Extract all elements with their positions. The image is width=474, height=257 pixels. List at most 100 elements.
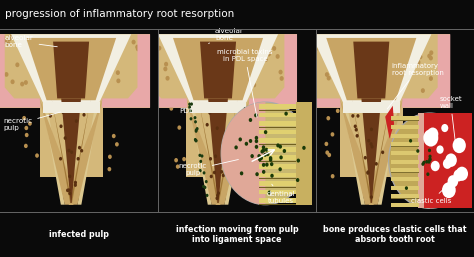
Circle shape (416, 148, 420, 152)
Polygon shape (61, 98, 81, 203)
Circle shape (174, 158, 178, 162)
Circle shape (336, 109, 340, 113)
Bar (259, 181, 296, 186)
Text: PDL: PDL (180, 108, 193, 114)
Circle shape (191, 60, 195, 65)
Polygon shape (224, 102, 246, 205)
Circle shape (386, 45, 390, 49)
Circle shape (232, 178, 235, 181)
Circle shape (325, 142, 328, 146)
Circle shape (371, 145, 374, 149)
Circle shape (240, 127, 243, 130)
Circle shape (199, 154, 201, 157)
Circle shape (228, 139, 231, 143)
Circle shape (10, 79, 15, 84)
Circle shape (229, 140, 232, 143)
Bar (418, 113, 424, 208)
Circle shape (389, 75, 393, 80)
Circle shape (35, 53, 39, 58)
Circle shape (59, 74, 64, 79)
Circle shape (208, 111, 211, 115)
Circle shape (302, 146, 306, 150)
Polygon shape (208, 98, 228, 203)
Circle shape (41, 61, 46, 66)
Polygon shape (200, 42, 236, 98)
Bar (391, 116, 419, 121)
Circle shape (248, 73, 253, 78)
Polygon shape (353, 42, 389, 98)
Bar (391, 186, 419, 190)
Wedge shape (221, 102, 265, 205)
Bar (259, 138, 296, 143)
Circle shape (28, 121, 32, 126)
Text: infected pulp: infected pulp (49, 230, 109, 239)
Polygon shape (26, 38, 116, 100)
Circle shape (258, 156, 262, 160)
Circle shape (150, 44, 154, 49)
Bar (391, 160, 419, 164)
Circle shape (213, 171, 216, 174)
Circle shape (102, 57, 106, 61)
Circle shape (7, 37, 11, 41)
Circle shape (4, 72, 9, 77)
Polygon shape (340, 98, 403, 205)
Bar (391, 137, 419, 138)
Circle shape (419, 54, 422, 59)
Circle shape (205, 180, 208, 183)
Circle shape (429, 50, 433, 55)
Bar (391, 151, 419, 155)
Circle shape (309, 72, 312, 77)
Circle shape (264, 130, 267, 134)
Circle shape (209, 80, 213, 85)
Circle shape (244, 107, 246, 110)
Circle shape (214, 154, 217, 158)
Circle shape (427, 127, 438, 141)
Circle shape (260, 156, 263, 160)
Circle shape (314, 47, 318, 52)
Circle shape (164, 62, 168, 67)
Bar (424, 113, 472, 208)
Circle shape (193, 116, 196, 119)
Circle shape (264, 57, 268, 62)
Circle shape (437, 145, 444, 154)
Circle shape (405, 138, 409, 142)
Circle shape (116, 70, 120, 75)
Circle shape (157, 46, 162, 51)
Circle shape (108, 154, 112, 159)
Circle shape (415, 40, 419, 44)
Circle shape (348, 89, 352, 94)
Circle shape (85, 82, 89, 87)
Circle shape (360, 107, 363, 111)
Circle shape (445, 153, 457, 167)
Circle shape (453, 138, 466, 153)
Bar (259, 127, 296, 128)
Circle shape (182, 73, 186, 78)
Circle shape (217, 191, 220, 195)
Circle shape (3, 39, 7, 44)
Circle shape (22, 116, 26, 120)
Circle shape (202, 50, 206, 55)
Polygon shape (199, 98, 237, 203)
Circle shape (62, 111, 65, 114)
Circle shape (245, 109, 248, 112)
Circle shape (354, 124, 357, 128)
Circle shape (287, 72, 291, 77)
Circle shape (59, 157, 62, 161)
Bar (259, 144, 296, 145)
Bar (259, 110, 296, 111)
Circle shape (425, 160, 428, 164)
Polygon shape (43, 102, 100, 113)
Circle shape (245, 109, 247, 113)
Circle shape (368, 108, 371, 112)
Polygon shape (52, 98, 91, 203)
Circle shape (367, 77, 371, 81)
Bar (391, 168, 419, 173)
Circle shape (196, 127, 199, 130)
Circle shape (152, 74, 156, 79)
Circle shape (427, 54, 431, 58)
Circle shape (25, 133, 28, 137)
Circle shape (115, 142, 119, 146)
Circle shape (441, 124, 448, 132)
Circle shape (348, 41, 352, 46)
Circle shape (68, 175, 72, 178)
